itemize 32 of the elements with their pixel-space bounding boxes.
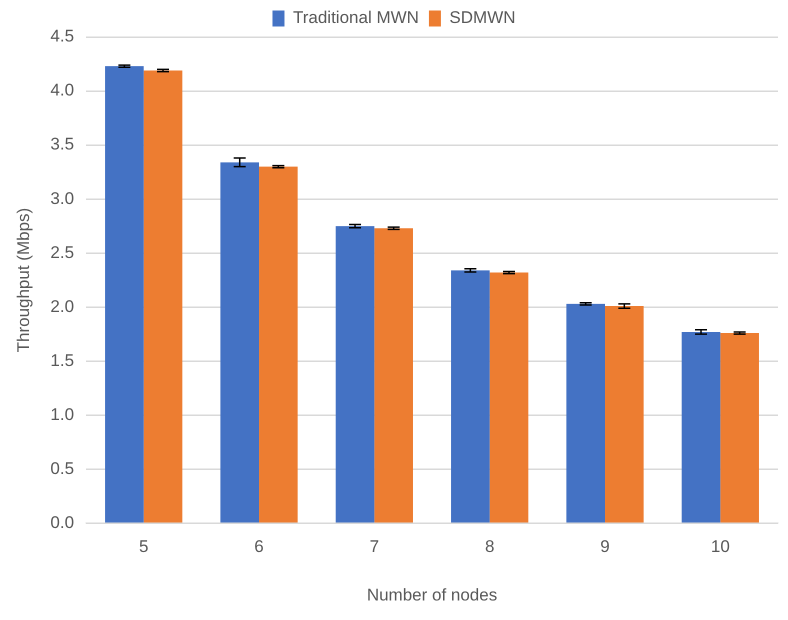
bar [682, 332, 720, 522]
bar [566, 304, 606, 522]
bar [220, 162, 260, 522]
y-tick-label: 4.5 [50, 26, 74, 46]
bar [605, 306, 644, 522]
x-axis-title: Number of nodes [366, 585, 498, 604]
x-tick-label: 10 [710, 537, 730, 556]
x-tick-label: 8 [484, 537, 494, 556]
y-tick-label: 0.5 [50, 458, 74, 478]
x-tick-label: 9 [600, 537, 610, 556]
y-tick-label: 3.0 [50, 188, 74, 208]
y-tick-label: 4.0 [50, 80, 74, 100]
bar [490, 272, 528, 522]
bar [720, 333, 759, 522]
x-tick-label: 6 [254, 537, 264, 556]
y-tick-label: 2.5 [50, 242, 74, 262]
x-tick-label: 5 [138, 537, 148, 556]
y-tick-label: 3.5 [50, 134, 74, 154]
bar [451, 270, 490, 522]
bar [259, 166, 298, 522]
y-axis-title: Throughput (Mbps) [14, 208, 33, 352]
y-tick-label: 1.0 [50, 404, 74, 424]
bar [374, 228, 413, 522]
bar [144, 70, 182, 522]
x-tick-label: 7 [370, 537, 380, 556]
bar [336, 226, 374, 522]
y-tick-label: 1.5 [50, 350, 74, 370]
legend-label: Traditional MWN [292, 8, 419, 28]
y-tick-label: 2.0 [50, 296, 74, 316]
legend-label: SDMWN [449, 8, 516, 28]
bar [105, 66, 144, 522]
y-tick-label: 0.0 [50, 512, 74, 532]
